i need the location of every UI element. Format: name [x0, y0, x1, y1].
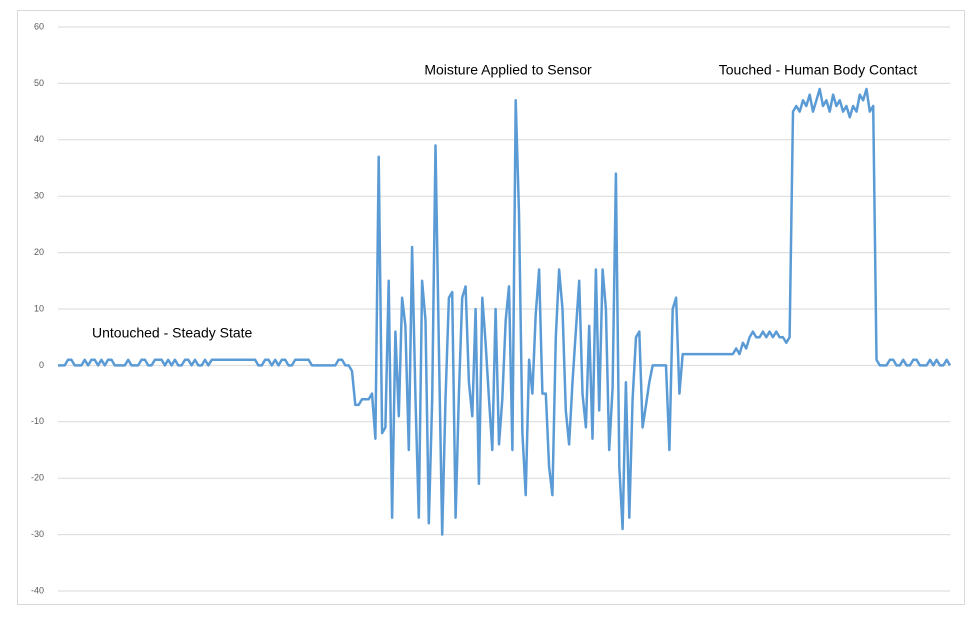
- y-tick-label: -30: [31, 529, 44, 539]
- y-tick-label: 40: [34, 134, 44, 144]
- y-tick-label: -10: [31, 416, 44, 426]
- y-tick-label: -40: [31, 585, 44, 595]
- y-tick-label: 50: [34, 78, 44, 88]
- chart-frame: [17, 10, 965, 605]
- y-tick-label: 30: [34, 191, 44, 201]
- data-line: [58, 87, 952, 536]
- y-tick-label: 10: [34, 303, 44, 313]
- annotation: Touched - Human Body Contact: [719, 62, 918, 78]
- y-tick-label: 20: [34, 247, 44, 257]
- annotation: Moisture Applied to Sensor: [424, 62, 592, 78]
- y-tick-label: 60: [34, 21, 44, 31]
- y-tick-label: -20: [31, 473, 44, 483]
- y-tick-label: 0: [39, 360, 44, 370]
- annotation: Untouched - Steady State: [92, 325, 253, 341]
